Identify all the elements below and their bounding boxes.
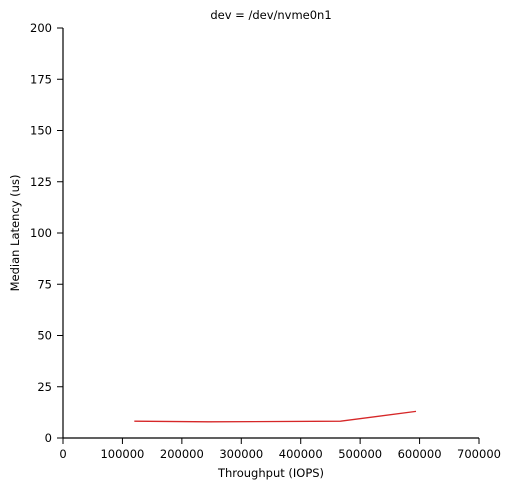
y-axis-label: Median Latency (us): [8, 175, 22, 292]
y-tick-label: 150: [30, 124, 52, 138]
y-tick-label: 200: [30, 21, 52, 35]
plot-area: [134, 410, 417, 423]
x-axis-label: Throughput (IOPS): [217, 466, 324, 480]
x-tick-label: 200000: [160, 447, 204, 461]
x-tick-label: 0: [59, 447, 66, 461]
y-tick-label: 25: [37, 380, 52, 394]
y-tick-label: 50: [37, 329, 52, 343]
x-tick-label: 400000: [279, 447, 323, 461]
series-line: [134, 410, 417, 423]
y-tick-label: 175: [30, 72, 52, 86]
x-tick-label: 300000: [219, 447, 263, 461]
x-tick-label: 100000: [100, 447, 144, 461]
x-axis: 0 100000 200000 300000 400000 500000 600000 700…: [59, 437, 501, 461]
chart-title: dev = /dev/nvme0n1: [210, 8, 331, 22]
y-tick-label: 125: [30, 175, 52, 189]
x-tick-label: 700000: [457, 447, 501, 461]
y-axis: 0 25 50 75 100 125 150 175 200: [30, 21, 64, 445]
x-tick-label: 600000: [398, 447, 442, 461]
y-tick-label: 0: [45, 431, 52, 445]
y-tick-label: 75: [37, 277, 52, 291]
x-tick-label: 500000: [338, 447, 382, 461]
y-tick-label: 100: [30, 226, 52, 240]
